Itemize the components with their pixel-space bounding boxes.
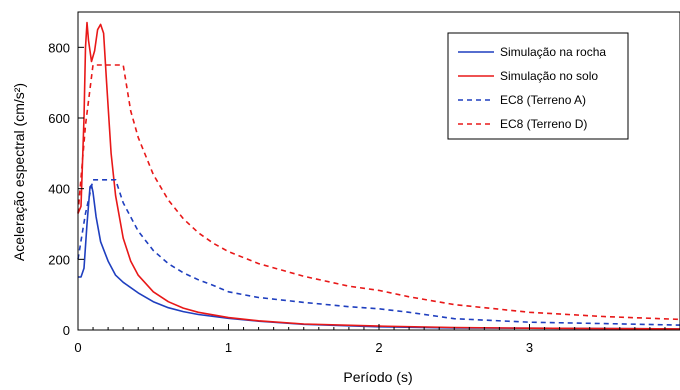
series-line-3 — [77, 179, 680, 326]
y-tick-label: 400 — [48, 182, 70, 197]
series-line-1 — [78, 184, 680, 330]
legend-label-1: Simulação na rocha — [500, 45, 606, 59]
x-tick-label: 2 — [375, 340, 382, 355]
legend: Simulação na rocha Simulação no solo EC8 (… — [447, 32, 629, 140]
y-axis-title: Aceleração espectral (cm/s²) — [11, 83, 27, 261]
y-tick-label: 200 — [48, 252, 70, 267]
x-tick-label: 1 — [225, 340, 232, 355]
x-tick-label: 3 — [526, 340, 533, 355]
series-line-2 — [77, 21, 680, 330]
x-tick-label: 0 — [74, 340, 81, 355]
legend-label-4: EC8 (Terreno D) — [500, 117, 587, 131]
legend-label-3: EC8 (Terreno A) — [500, 93, 586, 107]
y-tick-label: 600 — [48, 111, 70, 126]
ticks-layer: 0 200 400 600 800 0 1 2 3 — [48, 40, 666, 355]
legend-box — [447, 32, 629, 140]
x-axis-title: Período (s) — [343, 369, 412, 385]
plot-area: 0 200 400 600 800 0 1 2 3 — [48, 11, 680, 355]
legend-label-2: Simulação no solo — [500, 69, 598, 83]
y-tick-label: 0 — [63, 323, 70, 338]
y-tick-label: 800 — [48, 40, 70, 55]
